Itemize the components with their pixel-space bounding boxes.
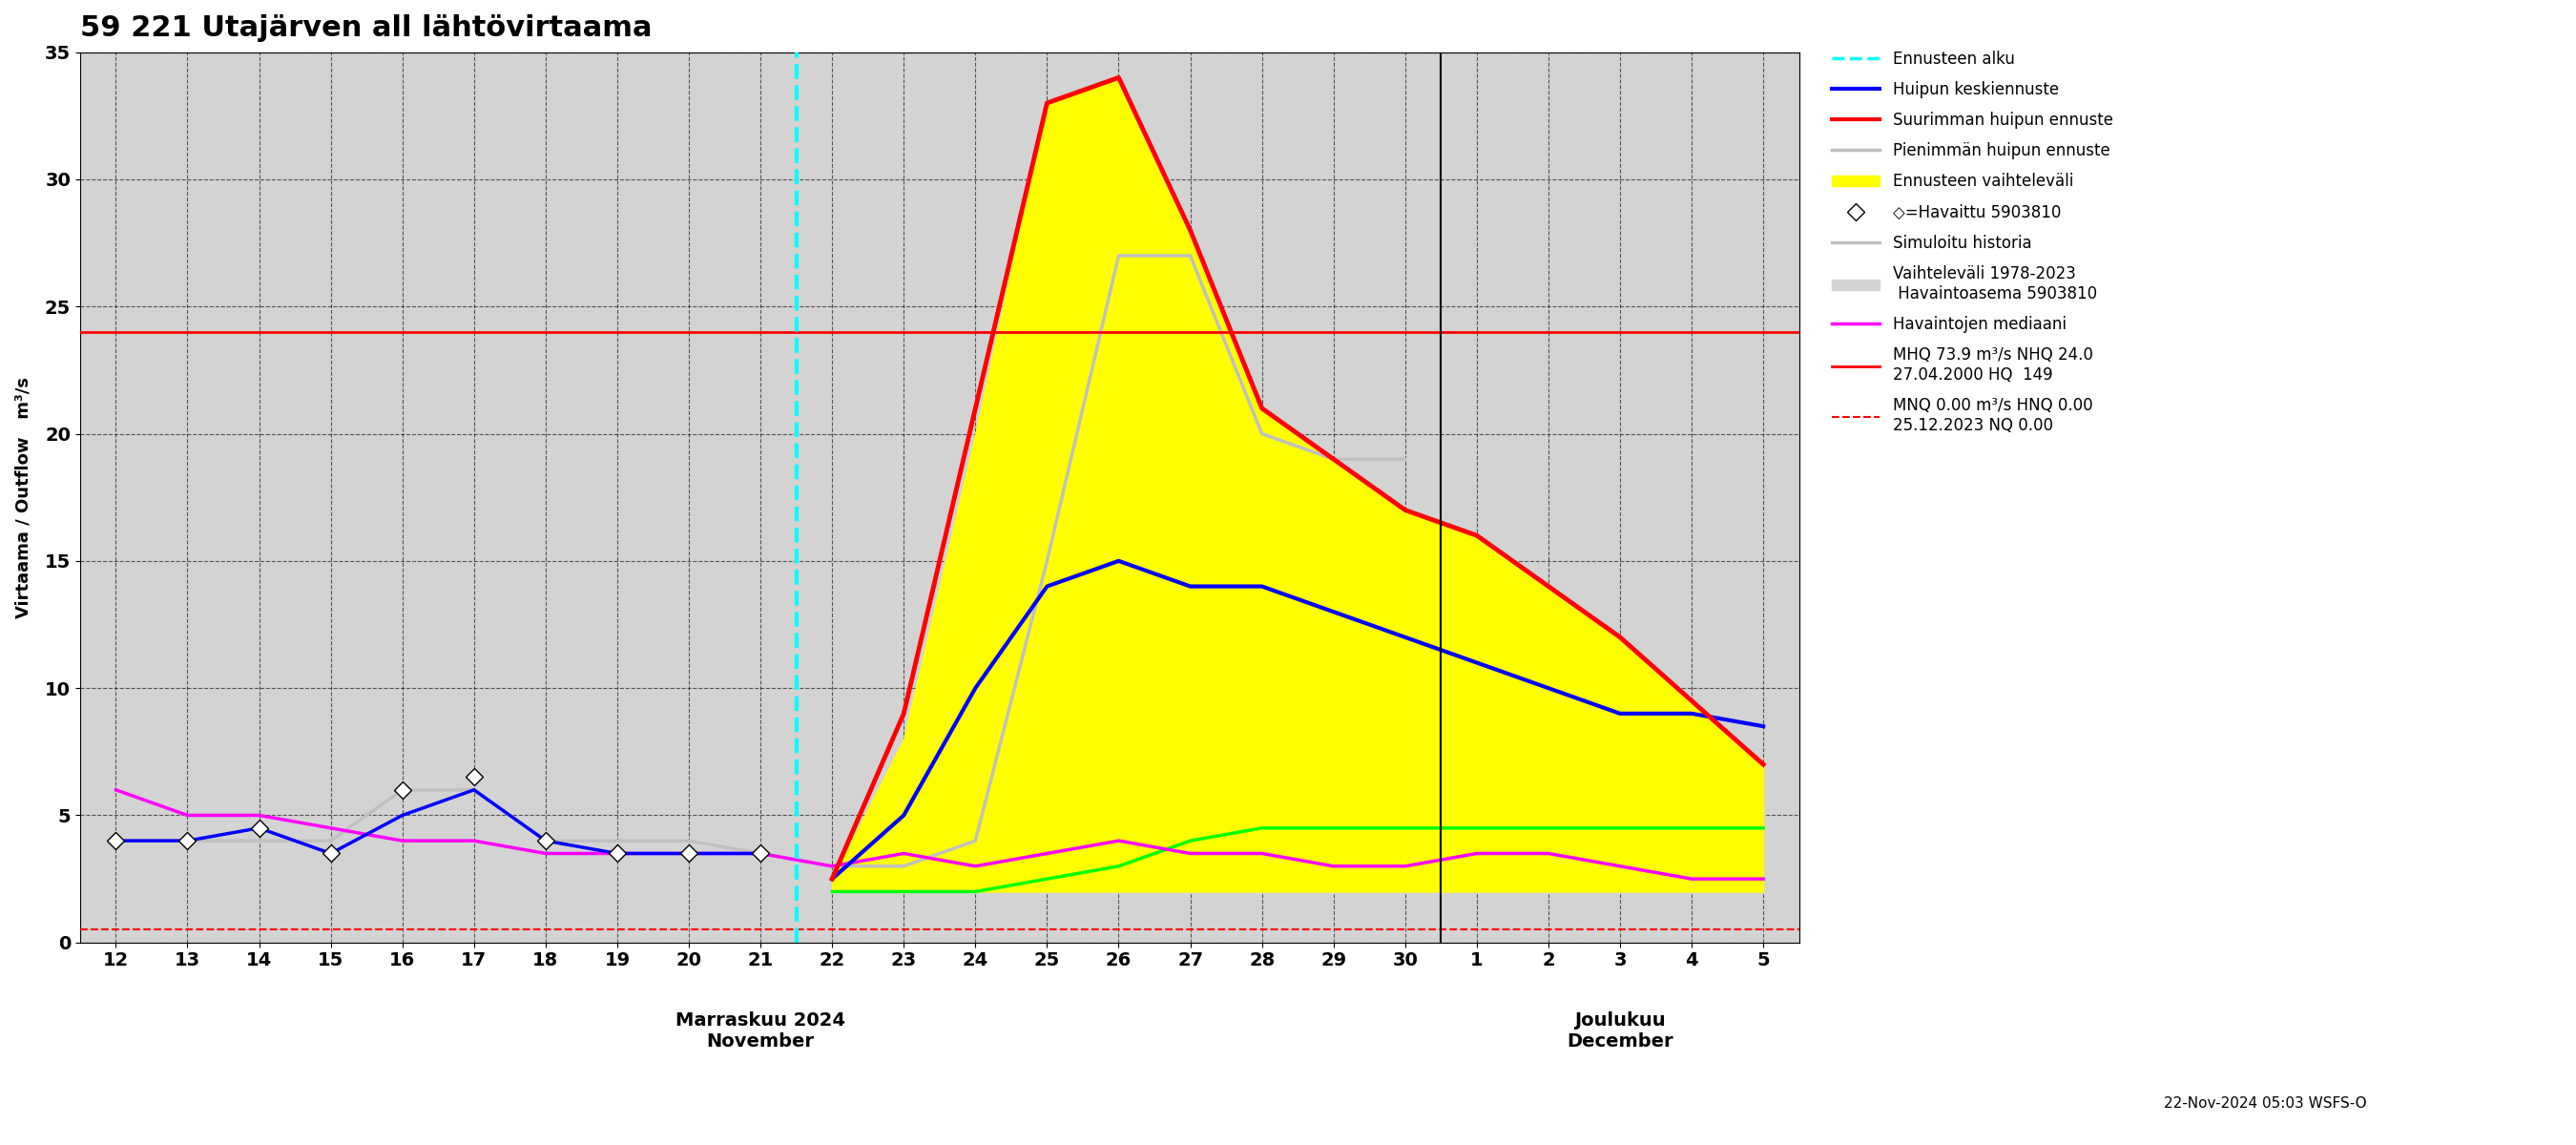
- Y-axis label: Virtaama / Outflow   m³/s: Virtaama / Outflow m³/s: [15, 377, 31, 618]
- Legend: Ennusteen alku, Huipun keskiennuste, Suurimman huipun ennuste, Pienimmän huipun : Ennusteen alku, Huipun keskiennuste, Suu…: [1824, 42, 2120, 442]
- Text: Joulukuu
December: Joulukuu December: [1566, 1011, 1674, 1050]
- Text: 59 221 Utajärven all lähtövirtaama: 59 221 Utajärven all lähtövirtaama: [80, 14, 652, 42]
- Text: 22-Nov-2024 05:03 WSFS-O: 22-Nov-2024 05:03 WSFS-O: [2164, 1097, 2367, 1111]
- Text: Marraskuu 2024
November: Marraskuu 2024 November: [675, 1011, 845, 1050]
